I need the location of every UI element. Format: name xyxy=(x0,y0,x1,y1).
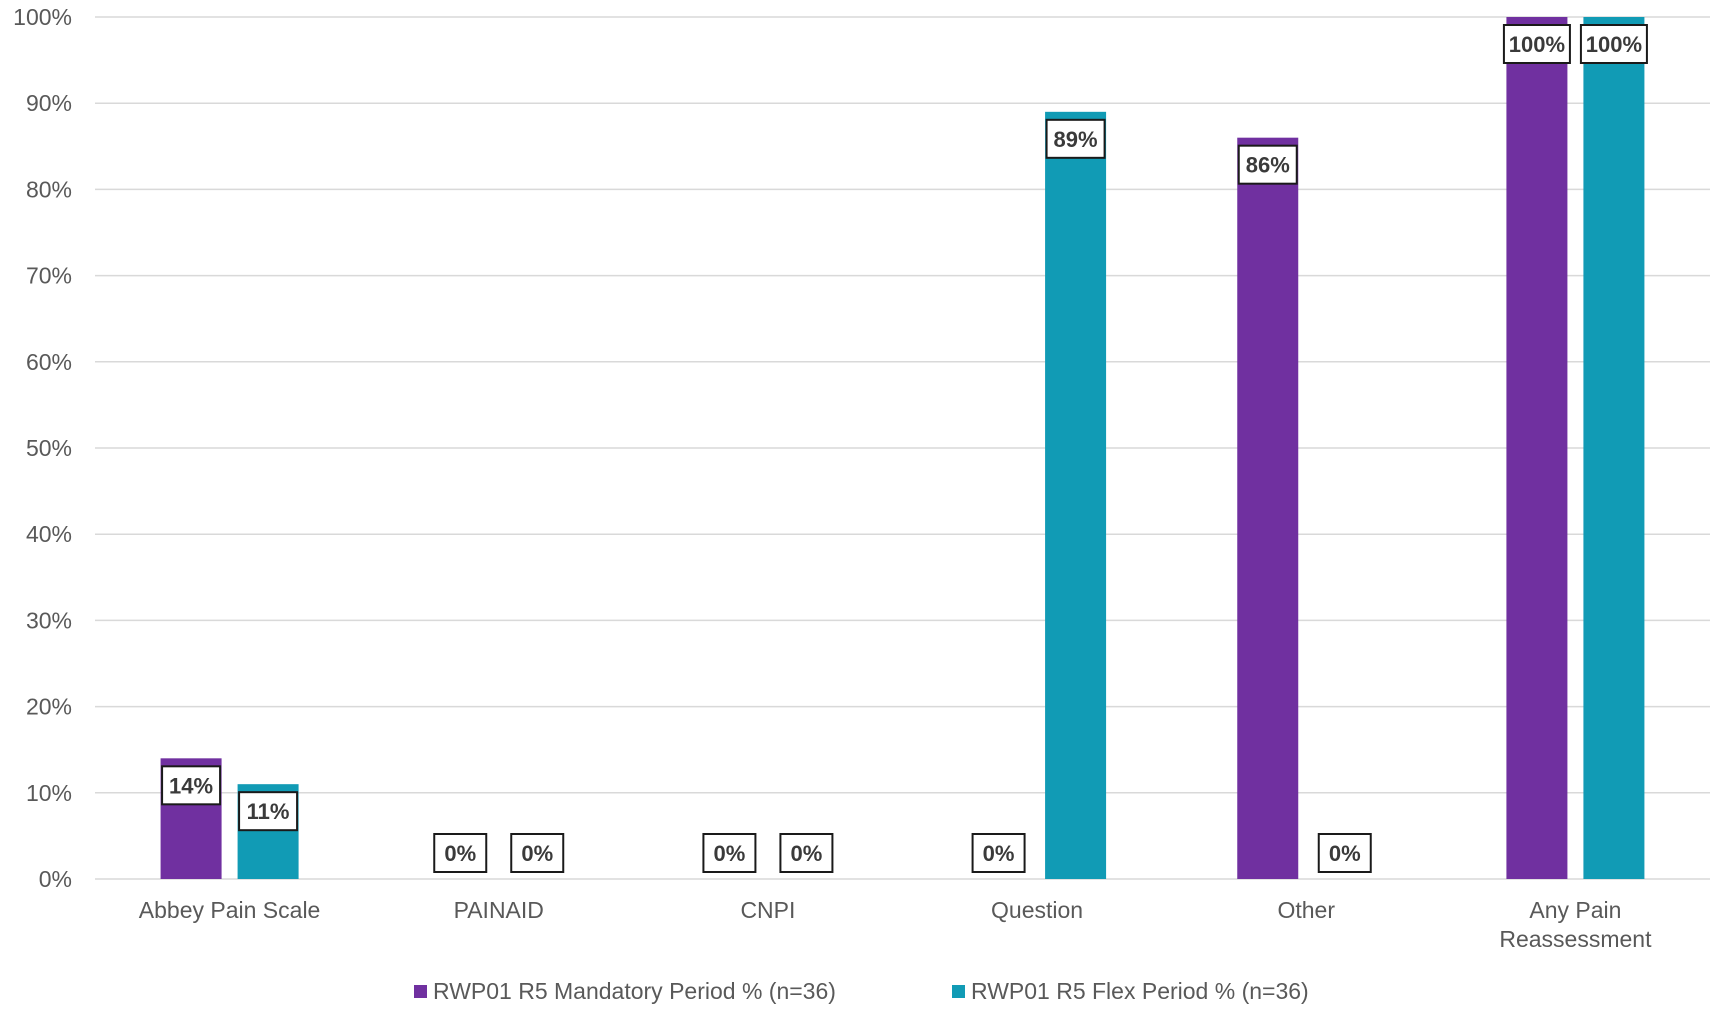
y-tick-label: 40% xyxy=(26,521,72,547)
data-label-box xyxy=(1579,24,1648,64)
data-label-text: 0% xyxy=(714,841,746,866)
x-category-label: Reassessment xyxy=(1499,926,1652,952)
bar xyxy=(1506,17,1568,879)
data-label-text: 89% xyxy=(1054,127,1098,152)
legend: RWP01 R5 Mandatory Period % (n=36) RWP01 … xyxy=(414,978,1309,1004)
data-label: 0% xyxy=(433,833,488,873)
data-label: 0% xyxy=(510,833,565,873)
data-label-text: 11% xyxy=(247,799,290,824)
data-label-text: 0% xyxy=(1329,841,1361,866)
data-label-box xyxy=(161,765,222,806)
data-label: 0% xyxy=(702,833,757,873)
y-tick-label: 100% xyxy=(13,4,72,30)
data-label-box xyxy=(702,833,757,873)
y-tick-label: 60% xyxy=(26,349,72,375)
y-tick-label: 30% xyxy=(26,607,72,633)
y-tick-label: 10% xyxy=(26,780,72,806)
data-label: 0% xyxy=(1317,833,1372,873)
data-label-box xyxy=(1502,24,1571,64)
x-category-label: Abbey Pain Scale xyxy=(139,897,321,923)
data-label-text: 0% xyxy=(983,841,1015,866)
data-labels: 14% 11% 0% 0% 0% 0% 0% 89% 86% 0% 100% 100% xyxy=(161,24,1648,873)
data-label-text: 100% xyxy=(1509,32,1565,57)
data-label-box xyxy=(238,791,299,832)
data-label-text: 0% xyxy=(791,841,823,866)
data-label-box xyxy=(971,833,1026,873)
y-tick-label: 20% xyxy=(26,694,72,720)
data-label-box xyxy=(1237,144,1298,185)
data-label: 100% xyxy=(1502,24,1571,64)
data-label: 14% xyxy=(161,765,222,806)
data-label-text: 14% xyxy=(169,773,213,798)
legend-label: RWP01 R5 Mandatory Period % (n=36) xyxy=(433,978,836,1004)
x-category-label: Other xyxy=(1277,897,1335,923)
data-label: 0% xyxy=(779,833,834,873)
x-category-label: PAINAID xyxy=(454,897,544,923)
y-tick-label: 50% xyxy=(26,435,72,461)
bar xyxy=(1583,17,1645,879)
bar xyxy=(1237,137,1299,879)
y-tick-label: 70% xyxy=(26,263,72,289)
y-axis-tick-labels: 0% 10% 20% 30% 40% 50% 60% 70% 80% 90% 100% xyxy=(13,4,72,892)
data-label-text: 100% xyxy=(1586,32,1642,57)
legend-item: RWP01 R5 Flex Period % (n=36) xyxy=(952,978,1309,1004)
x-category-label: Any Pain xyxy=(1529,897,1621,923)
x-axis-category-labels: Abbey Pain Scale PAINAID CNPI Question Other… xyxy=(139,897,1652,952)
legend-swatch xyxy=(952,985,965,998)
data-label: 86% xyxy=(1237,144,1298,185)
y-tick-label: 80% xyxy=(26,176,72,202)
data-label-box xyxy=(1317,833,1372,873)
data-label-box xyxy=(1045,118,1106,159)
gridlines xyxy=(95,16,1710,880)
legend-swatch xyxy=(414,985,427,998)
bar xyxy=(1045,111,1107,879)
data-label-box xyxy=(433,833,488,873)
data-label-box xyxy=(779,833,834,873)
data-label-text: 0% xyxy=(444,841,476,866)
x-category-label: CNPI xyxy=(740,897,795,923)
data-label: 100% xyxy=(1579,24,1648,64)
data-label-text: 86% xyxy=(1246,153,1290,178)
legend-item: RWP01 R5 Mandatory Period % (n=36) xyxy=(414,978,836,1004)
y-tick-label: 90% xyxy=(26,90,72,116)
data-label: 11% xyxy=(238,791,299,832)
data-label-box xyxy=(510,833,565,873)
data-label: 0% xyxy=(971,833,1026,873)
data-label: 89% xyxy=(1045,118,1106,159)
legend-label: RWP01 R5 Flex Period % (n=36) xyxy=(971,978,1309,1004)
y-tick-label: 0% xyxy=(39,866,72,892)
data-label-text: 0% xyxy=(521,841,553,866)
x-category-label: Question xyxy=(991,897,1083,923)
